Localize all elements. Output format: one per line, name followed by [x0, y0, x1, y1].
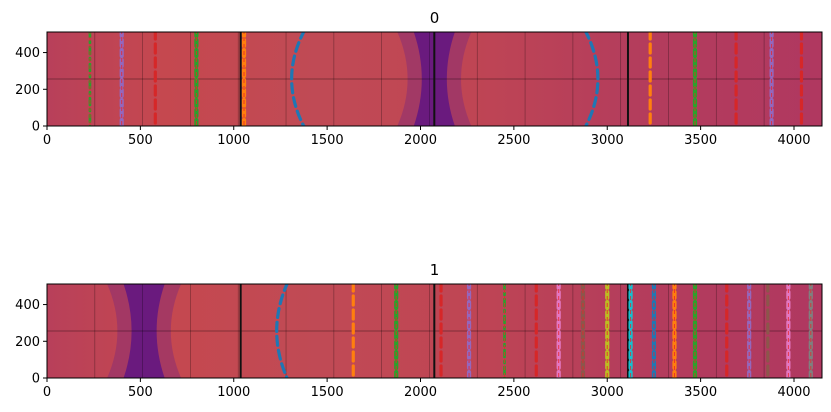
x-tick-label: 0 — [43, 133, 51, 148]
x-tick-label: 0 — [43, 385, 51, 400]
panel-title: 1 — [430, 261, 440, 279]
curve-line — [584, 32, 600, 126]
curve-line — [275, 284, 289, 378]
y-tick-label: 400 — [15, 298, 40, 313]
dark-band — [123, 284, 165, 378]
x-tick-label: 3500 — [684, 385, 717, 400]
x-tick-label: 2500 — [497, 133, 530, 148]
x-tick-label: 1000 — [217, 385, 250, 400]
curve-line — [290, 32, 306, 126]
x-tick-label: 500 — [128, 133, 153, 148]
x-tick-label: 2500 — [497, 385, 530, 400]
x-tick-label: 4000 — [777, 385, 810, 400]
x-tick-label: 3500 — [684, 133, 717, 148]
plot-area-0 — [47, 32, 822, 126]
y-tick-label: 400 — [15, 46, 40, 61]
panel-1: 0 500 1000 1500 2000 2500 3000 3500 4000 0 200 400 1 — [15, 261, 823, 400]
x-tick-label: 4000 — [777, 133, 810, 148]
x-tick-label: 500 — [128, 385, 153, 400]
axes-frame — [46, 283, 823, 379]
y-tick-label: 0 — [32, 372, 40, 387]
x-tick-label: 2000 — [404, 133, 437, 148]
x-tick-label: 2000 — [404, 385, 437, 400]
x-tick-label: 1500 — [311, 385, 344, 400]
x-tick-label: 3000 — [591, 133, 624, 148]
plot-area-1 — [47, 284, 822, 378]
y-tick-label: 200 — [15, 335, 40, 350]
axes-frame — [46, 31, 823, 127]
y-tick-label: 200 — [15, 83, 40, 98]
panel-title: 0 — [430, 9, 440, 27]
x-tick-label: 1500 — [311, 133, 344, 148]
x-tick-label: 1000 — [217, 133, 250, 148]
x-tick-label: 3000 — [591, 385, 624, 400]
y-tick-label: 0 — [32, 120, 40, 135]
